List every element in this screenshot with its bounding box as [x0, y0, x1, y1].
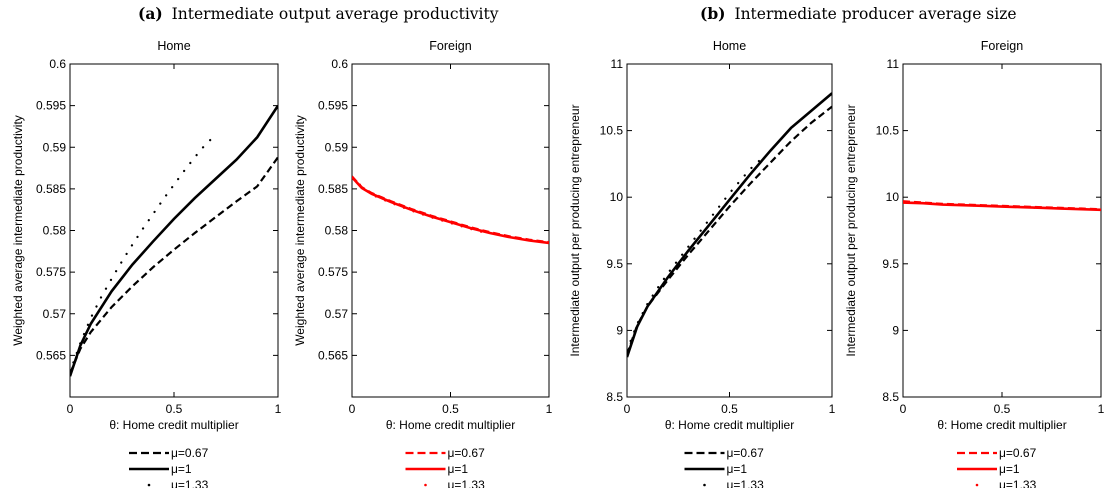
y-axis-label: Intermediate output per producing entrep… — [568, 104, 582, 356]
legend-label-1: μ=0.67 — [999, 446, 1037, 460]
chart-title: Foreign — [981, 39, 1023, 53]
y-tick-label: 0.575 — [36, 265, 66, 279]
plot-frame — [69, 63, 279, 398]
legend-swatch-3 — [975, 483, 979, 487]
y-tick-label: 0.58 — [325, 224, 349, 238]
x-tick-label: 0 — [67, 402, 74, 416]
series-line-2 — [352, 176, 549, 245]
y-tick-label: 0.595 — [318, 99, 348, 113]
y-tick-label: 0.565 — [318, 348, 348, 362]
y-tick-label: 10.5 — [876, 124, 900, 138]
chart-1: Home 0 0.5 1 0.565 0.57 0.575 0.58 0.585 0.59 0.59… — [11, 39, 282, 488]
x-axis-label: θ: Home credit multiplier — [109, 418, 238, 432]
plot-frame — [902, 63, 1102, 398]
y-tick-label: 0.59 — [325, 140, 349, 154]
legend-label-2: μ=1 — [727, 462, 748, 476]
x-tick-label: 1 — [1098, 402, 1105, 416]
chart-title: Home — [713, 39, 746, 53]
y-tick-label: 9.5 — [882, 257, 899, 271]
legend-label-2: μ=1 — [448, 462, 469, 476]
y-tick-label: 8.5 — [882, 390, 899, 404]
legend-label-2: μ=1 — [999, 462, 1020, 476]
series-line-3 — [352, 176, 488, 235]
y-tick-label: 8.5 — [606, 390, 623, 404]
chart-title: Foreign — [429, 39, 471, 53]
x-tick-label: 0.5 — [721, 402, 738, 416]
legend-swatch-3 — [147, 483, 151, 487]
x-tick-label: 1 — [275, 402, 282, 416]
panel-label-b: (b) Intermediate producer average size — [700, 4, 1017, 23]
chart-title: Home — [157, 39, 190, 53]
legend-label-3: μ=1.33 — [448, 478, 486, 488]
x-axis-label: θ: Home credit multiplier — [665, 418, 794, 432]
legend-label-3: μ=1.33 — [727, 478, 765, 488]
legend-label-1: μ=0.67 — [171, 446, 209, 460]
y-axis-label: Intermediate output per producing entrep… — [844, 104, 858, 356]
series-line-1 — [627, 105, 832, 355]
x-tick-label: 0.5 — [442, 402, 459, 416]
series-line-3 — [70, 137, 213, 374]
x-tick-label: 1 — [829, 402, 836, 416]
y-tick-label: 9 — [892, 323, 899, 337]
plot-frame — [351, 63, 550, 398]
y-tick-label: 0.57 — [43, 307, 67, 321]
legend-label-3: μ=1.33 — [171, 478, 209, 488]
series-line-1 — [352, 175, 549, 244]
legend-swatch-3 — [703, 483, 706, 487]
series-line-3 — [627, 156, 768, 352]
y-tick-label: 11 — [887, 57, 900, 71]
y-tick-label: 0.595 — [36, 99, 66, 113]
x-tick-label: 0.5 — [994, 402, 1011, 416]
y-axis-label: Weighted average intermediate productivi… — [293, 115, 307, 346]
y-tick-label: 0.59 — [43, 140, 67, 154]
legend-label-1: μ=0.67 — [448, 446, 486, 460]
y-tick-label: 10 — [886, 190, 900, 204]
series-line-2 — [903, 201, 1101, 212]
y-tick-label: 0.575 — [318, 265, 348, 279]
panel-label-a: (a) Intermediate output average producti… — [138, 4, 499, 23]
chart-3: Home 0 0.5 1 8.5 9 9.5 10 10.5 11 θ: Home credit m… — [568, 39, 836, 488]
chart-4: Foreign 0 0.5 1 8.5 9 9.5 10 10.5 11 θ: Home credi… — [844, 39, 1105, 488]
y-tick-label: 0.6 — [49, 57, 66, 71]
legend-label-1: μ=0.67 — [727, 446, 765, 460]
series-line-1 — [70, 156, 278, 375]
y-tick-label: 0.565 — [36, 348, 66, 362]
y-tick-label: 0.585 — [318, 182, 348, 196]
x-axis-label: θ: Home credit multiplier — [937, 418, 1066, 432]
legend-swatch-3 — [424, 483, 427, 487]
series-line-2 — [70, 104, 278, 377]
chart-2: Foreign 0 0.5 1 0.565 0.57 0.575 0.58 0.585 0.59 0… — [293, 39, 553, 488]
legend-label-3: μ=1.33 — [999, 478, 1037, 488]
y-tick-label: 0.57 — [325, 307, 349, 321]
x-tick-label: 0 — [900, 402, 907, 416]
y-tick-label: 0.585 — [36, 182, 66, 196]
y-tick-label: 0.6 — [331, 57, 348, 71]
legend-label-2: μ=1 — [171, 462, 192, 476]
x-tick-label: 0.5 — [166, 402, 183, 416]
y-tick-label: 9.5 — [606, 257, 623, 271]
y-tick-label: 9 — [616, 323, 623, 337]
x-tick-label: 0 — [624, 402, 631, 416]
y-tick-label: 10.5 — [600, 124, 624, 138]
y-tick-label: 10 — [610, 190, 624, 204]
series-line-2 — [627, 92, 832, 358]
x-axis-label: θ: Home credit multiplier — [386, 418, 515, 432]
x-tick-label: 0 — [349, 402, 356, 416]
y-axis-label: Weighted average intermediate productivi… — [11, 115, 25, 346]
y-tick-label: 0.58 — [43, 224, 67, 238]
x-tick-label: 1 — [546, 402, 553, 416]
plot-frame — [626, 63, 833, 398]
y-tick-label: 11 — [611, 57, 624, 71]
